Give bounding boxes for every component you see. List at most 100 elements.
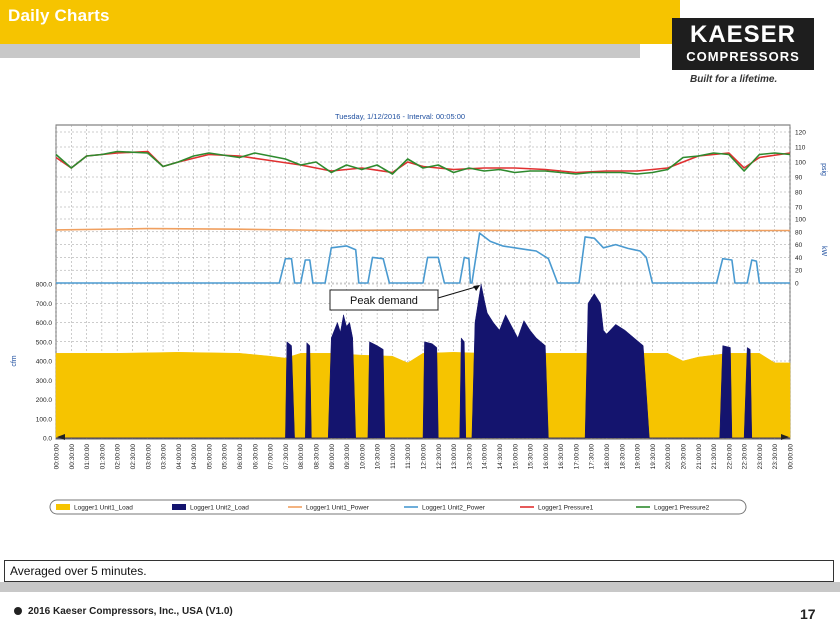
caption-box: Averaged over 5 minutes. — [4, 560, 834, 582]
x-tick-label: 06:30:00 — [252, 444, 259, 470]
power-tick-label: 20 — [795, 268, 803, 275]
legend-label: Logger1 Unit1_Power — [306, 505, 370, 512]
power-tick-label: 60 — [795, 242, 803, 249]
x-tick-label: 01:00:00 — [84, 444, 91, 470]
x-tick-label: 02:00:00 — [115, 444, 122, 470]
flow-tick-label: 0.0 — [43, 436, 52, 443]
x-tick-label: 06:00:00 — [237, 444, 244, 470]
x-tick-label: 23:00:00 — [757, 444, 764, 470]
scroll-right-icon — [781, 434, 789, 440]
copyright-icon — [14, 607, 22, 615]
x-tick-label: 13:00:00 — [451, 444, 458, 470]
pressure-tick-label: 110 — [795, 145, 806, 152]
flow-tick-label: 200.0 — [36, 397, 53, 404]
x-tick-label: 17:30:00 — [589, 444, 596, 470]
x-tick-label: 15:30:00 — [528, 444, 535, 470]
logo-tagline: Built for a lifetime. — [690, 74, 778, 85]
x-tick-label: 14:30:00 — [497, 444, 504, 470]
x-tick-label: 20:00:00 — [665, 444, 672, 470]
scroll-left-icon — [57, 434, 65, 440]
legend-label: Logger1 Pressure1 — [538, 505, 594, 512]
x-tick-label: 05:00:00 — [206, 444, 213, 470]
flow-tick-label: 500.0 — [36, 339, 53, 346]
pressure-tick-label: 80 — [795, 190, 803, 197]
pressure-tick-label: 100 — [795, 160, 806, 167]
flow-tick-label: 700.0 — [36, 301, 53, 308]
footer-text: 2016 Kaeser Compressors, Inc., USA (V1.0… — [28, 606, 233, 617]
annotation-box — [329, 289, 439, 311]
power-tick-label: 100 — [795, 217, 806, 224]
logo-subtitle: COMPRESSORS — [686, 49, 800, 64]
power-tick-label: 40 — [795, 255, 803, 262]
logo-plate — [672, 18, 814, 70]
pressure-tick-label: 70 — [795, 205, 803, 212]
x-tick-label: 11:00:00 — [390, 444, 397, 469]
x-tick-label: 00:00:00 — [54, 444, 61, 470]
x-tick-label: 19:30:00 — [650, 444, 657, 470]
x-tick-label: 09:00:00 — [329, 444, 336, 470]
x-tick-label: 00:30:00 — [69, 444, 76, 470]
x-tick-label: 01:30:00 — [99, 444, 106, 470]
x-tick-label: 02:30:00 — [130, 444, 137, 470]
series-unit2-load-area — [56, 283, 790, 439]
x-tick-label: 12:30:00 — [436, 444, 443, 470]
x-tick-label: 15:00:00 — [512, 444, 519, 470]
x-tick-label: 17:00:00 — [573, 444, 580, 470]
x-tick-label: 08:30:00 — [313, 444, 320, 470]
x-tick-label: 16:30:00 — [558, 444, 565, 470]
pressure-axis-label: psig — [820, 163, 827, 176]
x-tick-label: 21:00:00 — [696, 444, 703, 470]
pressure-tick-label: 90 — [795, 175, 803, 182]
caption-gray-bar — [0, 582, 840, 592]
series-pressure2-line — [55, 150, 791, 175]
legend-label: Logger1 Pressure2 — [654, 505, 710, 512]
x-tick-label: 05:30:00 — [222, 444, 229, 470]
x-tick-label: 23:30:00 — [772, 444, 779, 470]
x-tick-label: 11:30:00 — [405, 444, 412, 469]
footer: 2016 Kaeser Compressors, Inc., USA (V1.0… — [14, 606, 233, 617]
x-tick-label: 14:00:00 — [482, 444, 489, 470]
header-gray-bar — [0, 44, 640, 58]
legend-label: Logger1 Unit2_Load — [190, 505, 249, 512]
legend-label: Logger1 Unit2_Power — [422, 505, 486, 512]
logo-wordmark: KAESER — [689, 21, 797, 48]
x-tick-label: 18:00:00 — [604, 444, 611, 470]
flow-axis-label: cfm — [11, 355, 18, 366]
flow-tick-label: 300.0 — [36, 378, 53, 385]
x-tick-label: 08:00:00 — [298, 444, 305, 470]
chart-title: Tuesday, 1/12/2016 - Interval: 00:05:00 — [335, 112, 465, 121]
page-title: Daily Charts — [8, 6, 110, 25]
power-tick-label: 0 — [795, 281, 799, 288]
page-number: 17 — [800, 606, 816, 622]
power-axis-label: kW — [820, 246, 827, 257]
x-tick-label: 00:00:00 — [788, 444, 795, 470]
legend-swatch — [56, 504, 70, 510]
x-tick-label: 09:30:00 — [344, 444, 351, 470]
x-tick-label: 19:00:00 — [635, 444, 642, 470]
caption-text: Averaged over 5 minutes. — [10, 564, 147, 578]
flow-tick-label: 600.0 — [36, 320, 53, 327]
annotation-text: Peak demand — [350, 295, 418, 307]
x-tick-label: 13:30:00 — [466, 444, 473, 470]
x-tick-label: 18:30:00 — [619, 444, 626, 470]
daily-chart: Tuesday, 1/12/2016 - Interval: 00:05:00 0… — [11, 112, 827, 515]
annotation-arrowhead-icon — [473, 285, 481, 291]
header-band — [0, 0, 680, 44]
flow-tick-label: 100.0 — [36, 416, 53, 423]
x-tick-label: 10:00:00 — [359, 444, 366, 470]
x-tick-label: 22:30:00 — [742, 444, 749, 470]
x-tick-label: 12:00:00 — [421, 444, 428, 470]
x-tick-label: 22:00:00 — [726, 444, 733, 470]
x-tick-label: 03:30:00 — [161, 444, 168, 470]
kaeser-logo: KAESER COMPRESSORS — [672, 18, 814, 70]
series-unit1-power-line — [55, 227, 790, 232]
x-tick-label: 20:30:00 — [680, 444, 687, 470]
annotation-arrow-line — [437, 285, 480, 299]
x-tick-label: 21:30:00 — [711, 444, 718, 470]
x-tick-label: 16:00:00 — [543, 444, 550, 470]
x-tick-label: 07:00:00 — [268, 444, 275, 470]
flow-tick-label: 400.0 — [36, 359, 53, 366]
legend-swatch — [172, 504, 186, 510]
power-tick-label: 80 — [795, 229, 803, 236]
x-tick-label: 03:00:00 — [145, 444, 152, 470]
